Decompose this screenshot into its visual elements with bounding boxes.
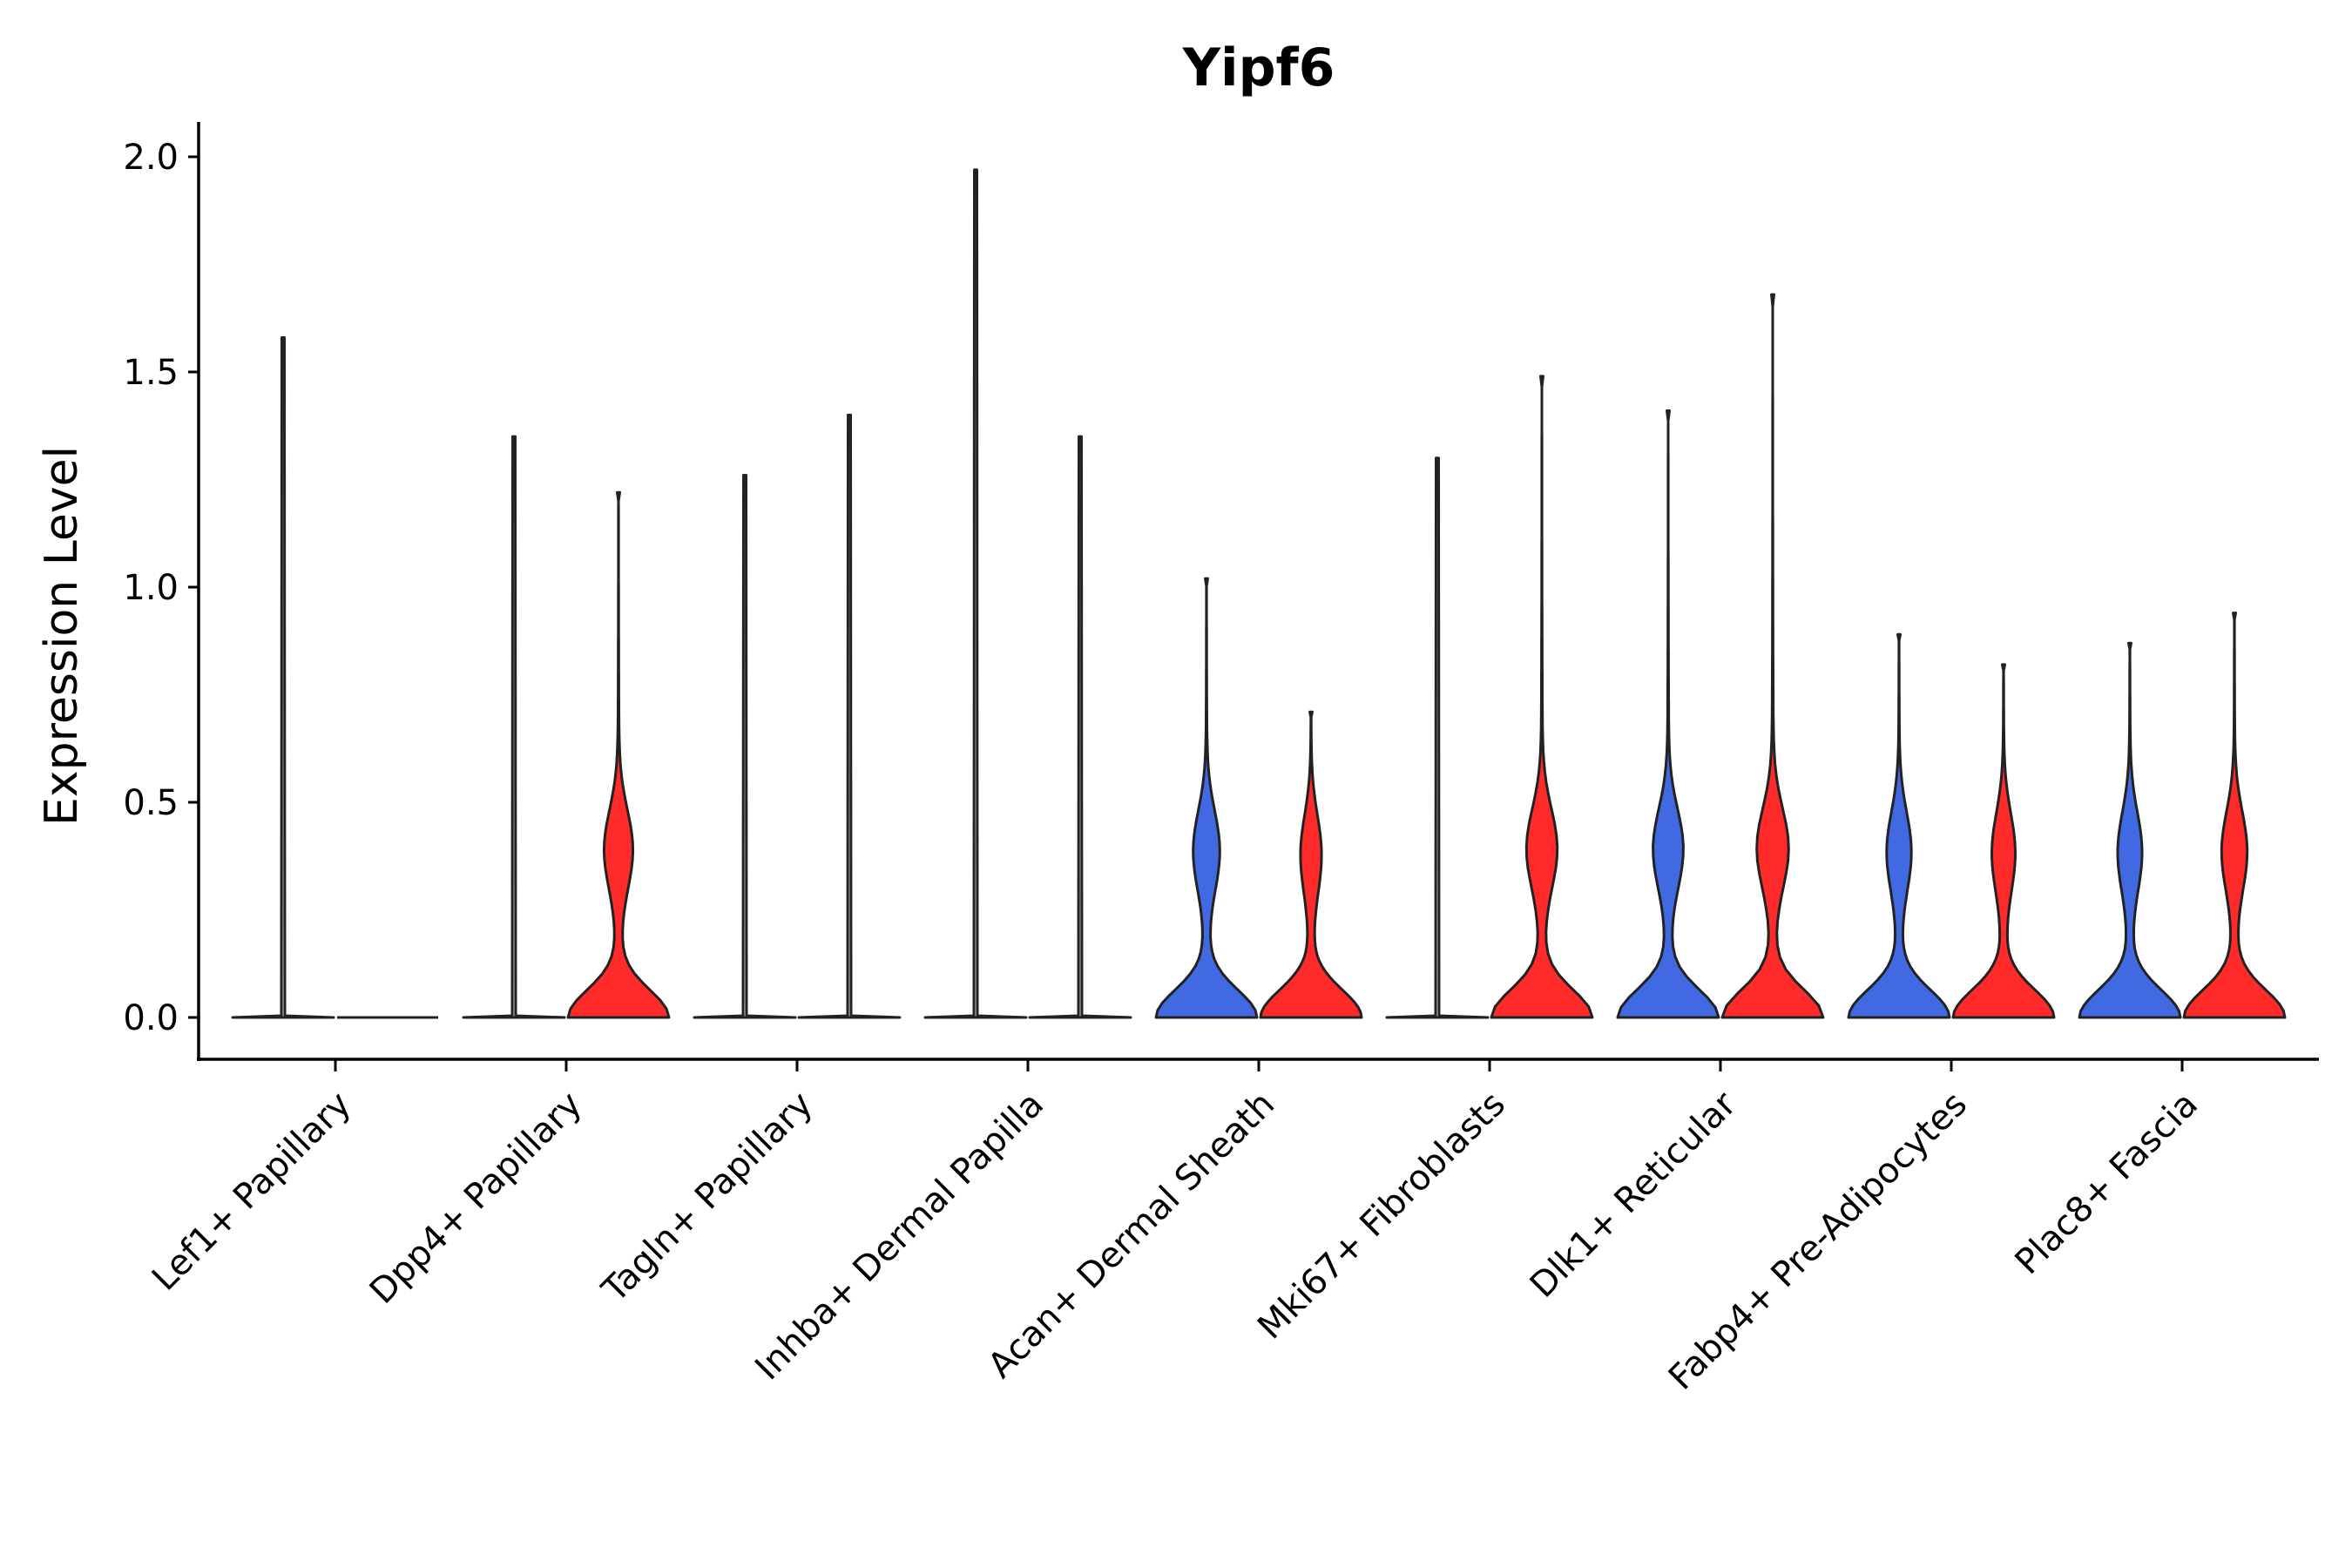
y-axis-ticks: 0.0 0.5 1.0 1.5 2.0 — [123, 138, 199, 1038]
violin-group-1-8 — [2078, 641, 2182, 1019]
y-tick-label-0: 0.0 — [123, 998, 179, 1038]
violin-group-1-1 — [462, 435, 566, 1019]
violin-group-2-2 — [797, 413, 902, 1019]
x-tick-label-8: Plac8+ Fascia — [2008, 1085, 2207, 1283]
violin-group-1-5 — [1385, 456, 1490, 1019]
x-tick-label-0: Lef1+ Papillary — [145, 1085, 359, 1299]
violin-group-1-2 — [693, 474, 797, 1019]
violin-group-1-3 — [923, 168, 1028, 1019]
violin-group-2-4 — [1259, 710, 1363, 1019]
y-axis-label: Expression Level — [36, 446, 88, 826]
violin-group-1-0 — [231, 335, 335, 1019]
violin-group-2-3 — [1028, 435, 1132, 1019]
chart-title: Yipf6 — [1182, 37, 1335, 98]
violin-group-1-7 — [1847, 632, 1951, 1019]
x-tick-label-1: Dpp4+ Papillary — [362, 1085, 590, 1312]
y-tick-label-4: 2.0 — [123, 138, 179, 178]
violin-group-1-6 — [1616, 409, 1720, 1019]
x-tick-label-6: Dlk1+ Reticular — [1523, 1084, 1745, 1306]
y-tick-label-3: 1.5 — [123, 353, 179, 393]
x-tick-label-2: Tagln+ Papillary — [594, 1085, 821, 1311]
violin-layer — [231, 168, 2287, 1019]
violin-group-2-7 — [1951, 663, 2056, 1019]
violin-group-2-5 — [1490, 375, 1594, 1019]
violin-group-2-6 — [1720, 293, 1825, 1019]
y-tick-label-1: 0.5 — [123, 783, 179, 823]
x-tick-label-5: Mki67+ Fibroblasts — [1250, 1085, 1513, 1348]
violin-group-2-1 — [566, 490, 671, 1019]
x-axis-ticks: Lef1+ Papillary Dpp4+ Papillary Tagln+ Pap… — [145, 1059, 2206, 1398]
violin-group-1-4 — [1154, 577, 1259, 1019]
violin-group-2-8 — [2182, 612, 2287, 1019]
y-tick-label-2: 1.0 — [123, 568, 179, 608]
